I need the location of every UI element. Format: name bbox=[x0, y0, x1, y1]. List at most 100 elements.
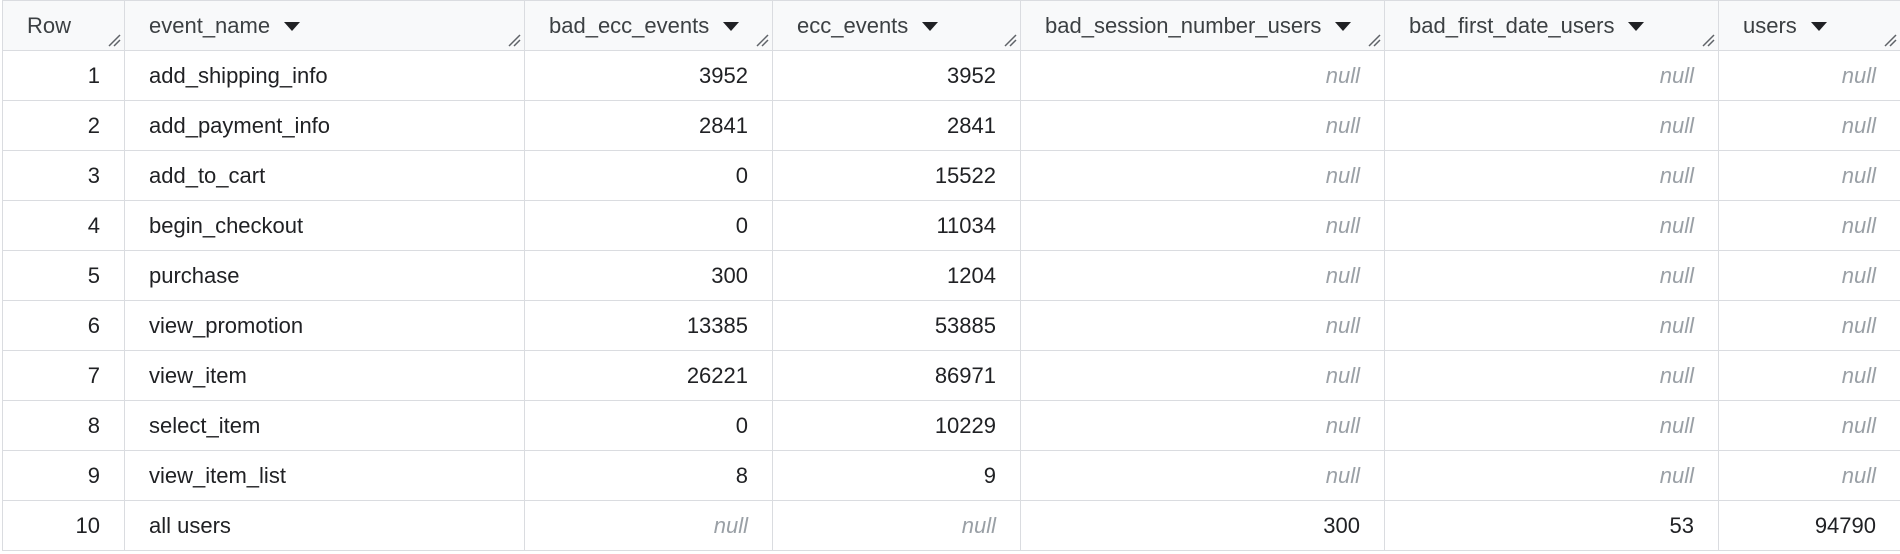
row-number-cell[interactable]: 7 bbox=[2, 350, 125, 401]
event-name-cell[interactable]: view_promotion bbox=[124, 300, 525, 351]
table-row[interactable]: 10 all users null null 300 53 94790 bbox=[2, 500, 1900, 551]
null-cell[interactable]: null bbox=[1384, 300, 1719, 351]
table-row[interactable]: 5 purchase 300 1204 null null null bbox=[2, 250, 1900, 301]
bad-ecc-events-cell[interactable]: 13385 bbox=[524, 300, 773, 351]
event-name-cell[interactable]: purchase bbox=[124, 250, 525, 301]
event-name-cell[interactable]: select_item bbox=[124, 400, 525, 451]
bad-first-date-users-cell[interactable]: 53 bbox=[1384, 500, 1719, 551]
null-cell[interactable]: null bbox=[1384, 200, 1719, 251]
null-cell[interactable]: null bbox=[1384, 400, 1719, 451]
null-cell[interactable]: null bbox=[1020, 50, 1385, 101]
table-row[interactable]: 4 begin_checkout 0 11034 null null null bbox=[2, 200, 1900, 251]
row-number-cell[interactable]: 6 bbox=[2, 300, 125, 351]
null-cell[interactable]: null bbox=[1718, 100, 1900, 151]
table-row[interactable]: 3 add_to_cart 0 15522 null null null bbox=[2, 150, 1900, 201]
sort-dropdown-icon[interactable] bbox=[1335, 22, 1352, 31]
column-resize-handle-icon[interactable] bbox=[1367, 33, 1381, 47]
ecc-events-cell[interactable]: 86971 bbox=[772, 350, 1021, 401]
sort-dropdown-icon[interactable] bbox=[922, 22, 939, 31]
row-number-cell[interactable]: 10 bbox=[2, 500, 125, 551]
column-header-bad-first-date-users[interactable]: bad_first_date_users bbox=[1384, 0, 1719, 51]
null-cell[interactable]: null bbox=[1020, 400, 1385, 451]
null-cell[interactable]: null bbox=[1020, 200, 1385, 251]
null-cell[interactable]: null bbox=[1384, 250, 1719, 301]
ecc-events-cell[interactable]: 10229 bbox=[772, 400, 1021, 451]
sort-dropdown-icon[interactable] bbox=[1628, 22, 1645, 31]
event-name-cell[interactable]: all users bbox=[124, 500, 525, 551]
null-cell[interactable]: null bbox=[1384, 450, 1719, 501]
null-cell[interactable]: null bbox=[1020, 300, 1385, 351]
bad-session-number-users-cell[interactable]: 300 bbox=[1020, 500, 1385, 551]
row-number-cell[interactable]: 3 bbox=[2, 150, 125, 201]
event-name-cell[interactable]: view_item_list bbox=[124, 450, 525, 501]
column-resize-handle-icon[interactable] bbox=[1003, 33, 1017, 47]
row-number-cell[interactable]: 1 bbox=[2, 50, 125, 101]
null-cell[interactable]: null bbox=[1384, 50, 1719, 101]
row-number-cell[interactable]: 9 bbox=[2, 450, 125, 501]
column-header-event-name[interactable]: event_name bbox=[124, 0, 525, 51]
column-resize-handle-icon[interactable] bbox=[1701, 33, 1715, 47]
ecc-events-cell[interactable]: 11034 bbox=[772, 200, 1021, 251]
null-cell[interactable]: null bbox=[1718, 400, 1900, 451]
null-cell[interactable]: null bbox=[1020, 350, 1385, 401]
bad-ecc-events-cell[interactable]: 26221 bbox=[524, 350, 773, 401]
bad-ecc-events-cell[interactable]: 0 bbox=[524, 200, 773, 251]
column-header-row[interactable]: Row bbox=[2, 0, 125, 51]
null-cell[interactable]: null bbox=[1384, 150, 1719, 201]
null-cell[interactable]: null bbox=[1020, 250, 1385, 301]
bad-ecc-events-cell[interactable]: 300 bbox=[524, 250, 773, 301]
bad-ecc-events-cell[interactable]: 3952 bbox=[524, 50, 773, 101]
column-header-bad-session-number-users[interactable]: bad_session_number_users bbox=[1020, 0, 1385, 51]
ecc-events-cell[interactable]: 3952 bbox=[772, 50, 1021, 101]
event-name-cell[interactable]: view_item bbox=[124, 350, 525, 401]
bad-ecc-events-cell[interactable]: 8 bbox=[524, 450, 773, 501]
ecc-events-cell[interactable]: 15522 bbox=[772, 150, 1021, 201]
table-row[interactable]: 9 view_item_list 8 9 null null null bbox=[2, 450, 1900, 501]
null-cell[interactable]: null bbox=[1020, 150, 1385, 201]
event-name-cell[interactable]: add_payment_info bbox=[124, 100, 525, 151]
bad-ecc-events-cell[interactable]: 2841 bbox=[524, 100, 773, 151]
table-row[interactable]: 8 select_item 0 10229 null null null bbox=[2, 400, 1900, 451]
null-cell[interactable]: null bbox=[1718, 150, 1900, 201]
event-name-cell[interactable]: add_to_cart bbox=[124, 150, 525, 201]
row-number-cell[interactable]: 4 bbox=[2, 200, 125, 251]
column-header-users[interactable]: users bbox=[1718, 0, 1900, 51]
null-cell[interactable]: null bbox=[1718, 300, 1900, 351]
null-cell[interactable]: null bbox=[1718, 350, 1900, 401]
table-row[interactable]: 6 view_promotion 13385 53885 null null null bbox=[2, 300, 1900, 351]
null-cell[interactable]: null bbox=[1384, 350, 1719, 401]
row-number-cell[interactable]: 8 bbox=[2, 400, 125, 451]
ecc-events-cell[interactable]: 9 bbox=[772, 450, 1021, 501]
bad-ecc-events-cell[interactable]: 0 bbox=[524, 400, 773, 451]
null-cell[interactable]: null bbox=[1020, 100, 1385, 151]
row-number-cell[interactable]: 5 bbox=[2, 250, 125, 301]
row-number-cell[interactable]: 2 bbox=[2, 100, 125, 151]
column-resize-handle-icon[interactable] bbox=[107, 33, 121, 47]
sort-dropdown-icon[interactable] bbox=[1810, 22, 1827, 31]
ecc-events-cell[interactable]: 2841 bbox=[772, 100, 1021, 151]
null-cell[interactable]: null bbox=[1718, 250, 1900, 301]
column-header-bad-ecc-events[interactable]: bad_ecc_events bbox=[524, 0, 773, 51]
event-name-cell[interactable]: begin_checkout bbox=[124, 200, 525, 251]
table-row[interactable]: 1 add_shipping_info 3952 3952 null null null bbox=[2, 50, 1900, 101]
column-resize-handle-icon[interactable] bbox=[755, 33, 769, 47]
bad-ecc-events-cell[interactable]: 0 bbox=[524, 150, 773, 201]
event-name-cell[interactable]: add_shipping_info bbox=[124, 50, 525, 101]
null-cell[interactable]: null bbox=[1718, 450, 1900, 501]
sort-dropdown-icon[interactable] bbox=[284, 22, 301, 31]
null-cell[interactable]: null bbox=[1718, 50, 1900, 101]
column-resize-handle-icon[interactable] bbox=[1883, 33, 1897, 47]
ecc-events-cell[interactable]: 53885 bbox=[772, 300, 1021, 351]
users-cell[interactable]: 94790 bbox=[1718, 500, 1900, 551]
ecc-events-cell[interactable]: 1204 bbox=[772, 250, 1021, 301]
table-row[interactable]: 7 view_item 26221 86971 null null null bbox=[2, 350, 1900, 401]
null-cell[interactable]: null bbox=[1718, 200, 1900, 251]
null-cell[interactable]: null bbox=[1020, 450, 1385, 501]
column-resize-handle-icon[interactable] bbox=[507, 33, 521, 47]
column-header-ecc-events[interactable]: ecc_events bbox=[772, 0, 1021, 51]
null-cell[interactable]: null bbox=[1384, 100, 1719, 151]
null-cell[interactable]: null bbox=[772, 500, 1021, 551]
null-cell[interactable]: null bbox=[524, 500, 773, 551]
table-row[interactable]: 2 add_payment_info 2841 2841 null null null bbox=[2, 100, 1900, 151]
sort-dropdown-icon[interactable] bbox=[723, 22, 740, 31]
